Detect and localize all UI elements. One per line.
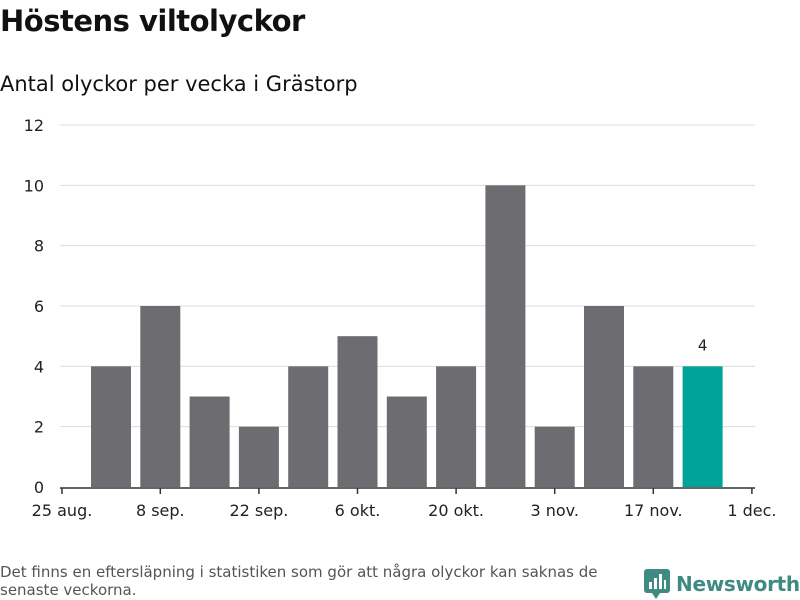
y-tick-label: 0 [34, 478, 44, 497]
bar [140, 306, 181, 487]
chart-title: Höstens viltolyckor [0, 4, 305, 38]
x-tick-label: 8 sep. [136, 501, 185, 520]
y-tick-label: 2 [34, 418, 44, 437]
x-tick-label: 20 okt. [428, 501, 484, 520]
y-tick-label: 10 [24, 176, 44, 195]
bar [534, 426, 575, 487]
bar [682, 366, 723, 487]
bar [189, 396, 230, 487]
chart-subtitle: Antal olyckor per vecka i Grästorp [0, 72, 358, 96]
bar [436, 366, 477, 487]
y-tick-label: 4 [34, 357, 44, 376]
x-tick-label: 6 okt. [335, 501, 381, 520]
x-tick-label: 3 nov. [530, 501, 579, 520]
bar-chart: 0 2 4 6 8 10 12 4 25 aug. 8 sep. 22 sep. 6 okt. 20 o… [24, 116, 777, 520]
bar [485, 185, 526, 488]
bar [288, 366, 329, 487]
bar [584, 306, 624, 487]
bar [91, 366, 131, 487]
bar [386, 396, 427, 487]
newsworthy-logo-icon [644, 569, 670, 599]
bar [337, 336, 378, 487]
x-tick-label: 17 nov. [624, 501, 683, 520]
y-tick-label: 12 [24, 116, 44, 135]
brand-name: Newsworthy [676, 572, 800, 596]
bar [633, 366, 674, 487]
x-tick-label: 22 sep. [229, 501, 288, 520]
x-tick-label: 1 dec. [727, 501, 776, 520]
bar [238, 426, 279, 487]
bar-data-label: 4 [698, 336, 708, 354]
x-tick-label: 25 aug. [32, 501, 93, 520]
newsworthy-logo: Newsworthy [644, 569, 800, 599]
y-tick-label: 8 [34, 237, 44, 256]
footnote: Det finns en eftersläpning i statistiken… [0, 563, 598, 599]
y-tick-label: 6 [34, 297, 44, 316]
